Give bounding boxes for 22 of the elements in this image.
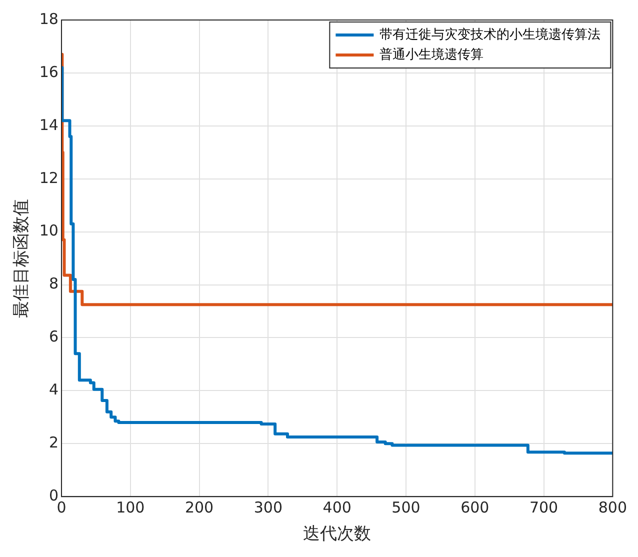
x-tick-label: 400 (322, 498, 352, 516)
y-tick-label: 12 (39, 168, 58, 187)
y-tick-label: 16 (39, 62, 58, 81)
y-tick-label: 10 (39, 222, 58, 240)
y-tick-label: 8 (48, 274, 58, 293)
y-tick-label: 14 (39, 116, 58, 134)
x-tick-label: 300 (254, 498, 283, 516)
x-tick-label: 100 (116, 498, 145, 516)
x-tick-label: 800 (598, 498, 628, 516)
x-tick-label: 600 (460, 498, 490, 516)
legend-label: 普通小生境遗传算 (380, 46, 484, 62)
x-tick-label: 200 (184, 498, 214, 516)
x-tick-label: 700 (529, 498, 558, 516)
y-axis-title: 最佳目标函数值 (12, 198, 32, 318)
y-tick-label: 4 (48, 380, 58, 399)
x-axis-title: 迭代次数 (303, 524, 372, 544)
y-tick-label: 6 (48, 328, 58, 346)
legend-label: 带有迁徙与灾变技术的小生境遗传算法 (380, 26, 601, 42)
y-tick-label: 2 (48, 434, 58, 452)
y-tick-label: 18 (39, 10, 58, 28)
x-tick-label: 500 (392, 498, 420, 516)
y-tick-label: 0 (48, 486, 58, 504)
